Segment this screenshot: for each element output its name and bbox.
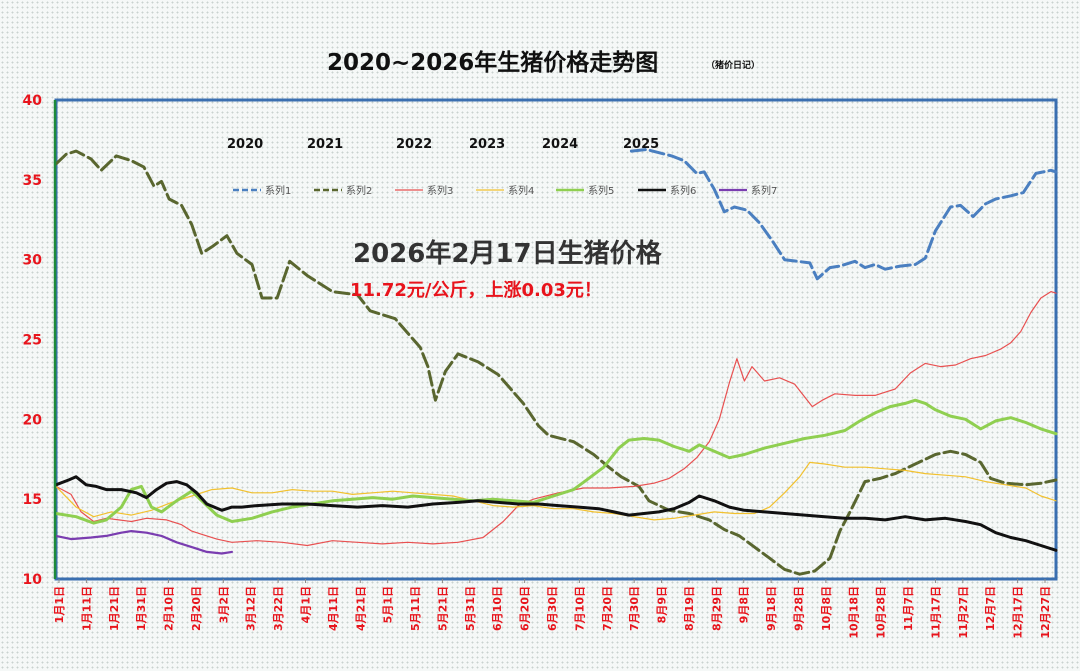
x-tick-label: 8月19日 [683, 586, 696, 631]
legend-entry: 系列7 [751, 184, 777, 197]
series-line-7 [54, 530, 233, 555]
x-tick-label: 11月27日 [957, 586, 970, 639]
x-tick-label: 3月2日 [217, 586, 230, 623]
x-tick-label: 8月9日 [656, 586, 669, 623]
annotation-price: 11.72元/公斤，上涨0.03元！ [350, 280, 602, 301]
legend-entry: 系列2 [346, 184, 372, 197]
series-line-6 [54, 475, 1058, 552]
x-tick-label: 9月18日 [765, 586, 778, 631]
x-tick-label: 6月20日 [519, 586, 532, 631]
y-tick-label: 15 [23, 492, 42, 508]
x-tick-label: 10月8日 [820, 586, 833, 631]
y-tick-label: 20 [23, 412, 43, 428]
year-label-2025: 2025 [623, 137, 659, 152]
annotation-date: 2026年2月17日生猪价格 [353, 238, 663, 269]
series-line-1 [629, 148, 1058, 281]
x-tick-label: 11月7日 [902, 586, 915, 631]
legend-entry: 系列1 [265, 184, 291, 197]
annotation-group: 2026年2月17日生猪价格 11.72元/公斤，上涨0.03元！ [350, 238, 663, 301]
y-tick-label: 30 [23, 253, 43, 269]
x-tick-label: 3月22日 [272, 586, 285, 631]
x-tick-label: 1月31日 [135, 586, 148, 631]
legend-entry: 系列6 [670, 184, 696, 197]
x-tick-label: 12月17日 [1012, 586, 1025, 639]
x-tick-label: 1月21日 [108, 586, 121, 631]
x-tick-label: 7月20日 [601, 586, 614, 631]
legend: 系列1 系列2 系列3 系列4 系列5 系列6 系列7 [233, 184, 777, 197]
x-tick-label: 10月28日 [875, 586, 888, 639]
legend-entry: 系列5 [588, 184, 614, 197]
y-tick-label: 10 [23, 572, 43, 588]
x-tick-label: 7月30日 [628, 586, 641, 631]
series-line-2 [54, 149, 1058, 576]
y-tick-label: 40 [23, 93, 43, 109]
legend-entry: 系列3 [427, 184, 453, 197]
x-tick-label: 9月28日 [793, 586, 806, 631]
x-tick-label: 5月1日 [382, 586, 395, 623]
year-label-2023: 2023 [469, 137, 505, 152]
series-line-5 [54, 398, 1058, 525]
x-tick-label: 4月21日 [354, 586, 367, 631]
x-tick-label: 12月27日 [1039, 586, 1052, 639]
x-tick-label: 5月21日 [436, 586, 449, 631]
chart-subtitle: （猪价日记） [706, 59, 760, 71]
y-tick-label: 25 [23, 333, 42, 349]
x-tick-label: 1月1日 [53, 586, 66, 623]
x-tick-label: 4月1日 [300, 586, 313, 623]
plot-frame [54, 98, 1058, 581]
x-tick-label: 12月7日 [984, 586, 997, 631]
year-label-2022: 2022 [396, 137, 432, 152]
year-label-2024: 2024 [542, 137, 578, 152]
year-label-2021: 2021 [307, 137, 343, 152]
year-labels: 2020 2021 2022 2023 2024 2025 [227, 137, 659, 152]
chart-title: 2020~2026年生猪价格走势图 [327, 49, 658, 76]
x-tick-label: 7月10日 [573, 586, 586, 631]
legend-entry: 系列4 [508, 184, 534, 197]
x-tick-label: 4月11日 [327, 586, 340, 631]
x-tick-label: 3月12日 [245, 586, 258, 631]
series-line-3 [55, 291, 1057, 547]
x-tick-label: 5月11日 [409, 586, 422, 631]
x-tick-label: 6月30日 [546, 586, 559, 631]
x-tick-label: 2月20日 [190, 586, 203, 631]
x-tick-label: 10月18日 [847, 586, 860, 639]
plot-border [54, 98, 1058, 581]
y-tick-label: 35 [23, 173, 42, 189]
x-tick-label: 9月8日 [738, 586, 751, 623]
series-lines [54, 148, 1058, 576]
series-line-4 [55, 461, 1057, 521]
x-tick-label: 8月29日 [710, 586, 723, 631]
x-tick-label: 1月11日 [80, 586, 93, 631]
chart-title-group: 2020~2026年生猪价格走势图 （猪价日记） [327, 49, 760, 76]
x-tick-label: 6月10日 [491, 586, 504, 631]
x-tick-label: 2月10日 [163, 586, 176, 631]
x-tick-label: 11月17日 [929, 586, 942, 639]
x-tick-label: 5月31日 [464, 586, 477, 631]
year-label-2020: 2020 [227, 137, 263, 152]
